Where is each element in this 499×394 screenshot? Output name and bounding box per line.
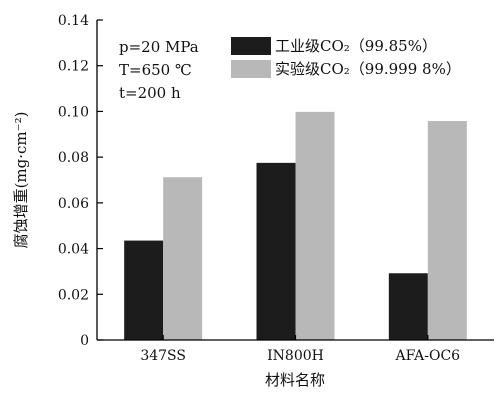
x-category-label: IN800H [267, 348, 324, 364]
bar-347ss-series-1 [163, 177, 203, 340]
bar-in800h-series-0 [256, 162, 296, 340]
y-ticks: 0 0.02 0.04 0.06 0.08 0.10 0.12 0.14 [58, 13, 103, 349]
condition-temperature: T=650 ℃ [119, 61, 192, 79]
legend: 工业级CO₂（99.85%） 实验级CO₂（99.999 8%） [231, 37, 461, 78]
y-tick-label: 0.06 [58, 196, 89, 212]
legend-label-industrial: 工业级CO₂（99.85%） [275, 37, 437, 55]
legend-swatch-laboratory [231, 60, 271, 78]
y-tick-label: 0.08 [58, 150, 89, 166]
condition-time: t=200 h [119, 84, 181, 102]
bars-layer [124, 111, 467, 341]
bar-347ss-series-0 [124, 240, 164, 340]
legend-swatch-industrial [231, 37, 271, 55]
conditions-annotation: p=20 MPa T=650 ℃ t=200 h [119, 38, 199, 102]
y-tick-label: 0.14 [58, 13, 89, 29]
bar-afa-oc6-series-0 [388, 273, 428, 340]
x-axis-title: 材料名称 [265, 371, 325, 389]
x-category-label: AFA-OC6 [395, 348, 461, 364]
bar-afa-oc6-series-1 [427, 121, 467, 341]
x-category-label: 347SS [140, 348, 186, 364]
y-tick-label: 0.12 [58, 59, 89, 75]
y-tick-label: 0 [80, 333, 89, 349]
x-category-labels: 347SS IN800H AFA-OC6 [140, 335, 460, 364]
y-tick-label: 0.02 [58, 287, 89, 303]
y-tick-label: 0.04 [58, 242, 89, 258]
condition-pressure: p=20 MPa [119, 38, 199, 56]
y-tick-label: 0.10 [58, 104, 89, 120]
bar-in800h-series-1 [295, 111, 335, 340]
y-axis-title: 腐蚀增重(mg·cm⁻²) [12, 112, 30, 249]
legend-label-laboratory: 实验级CO₂（99.999 8%） [275, 60, 461, 78]
